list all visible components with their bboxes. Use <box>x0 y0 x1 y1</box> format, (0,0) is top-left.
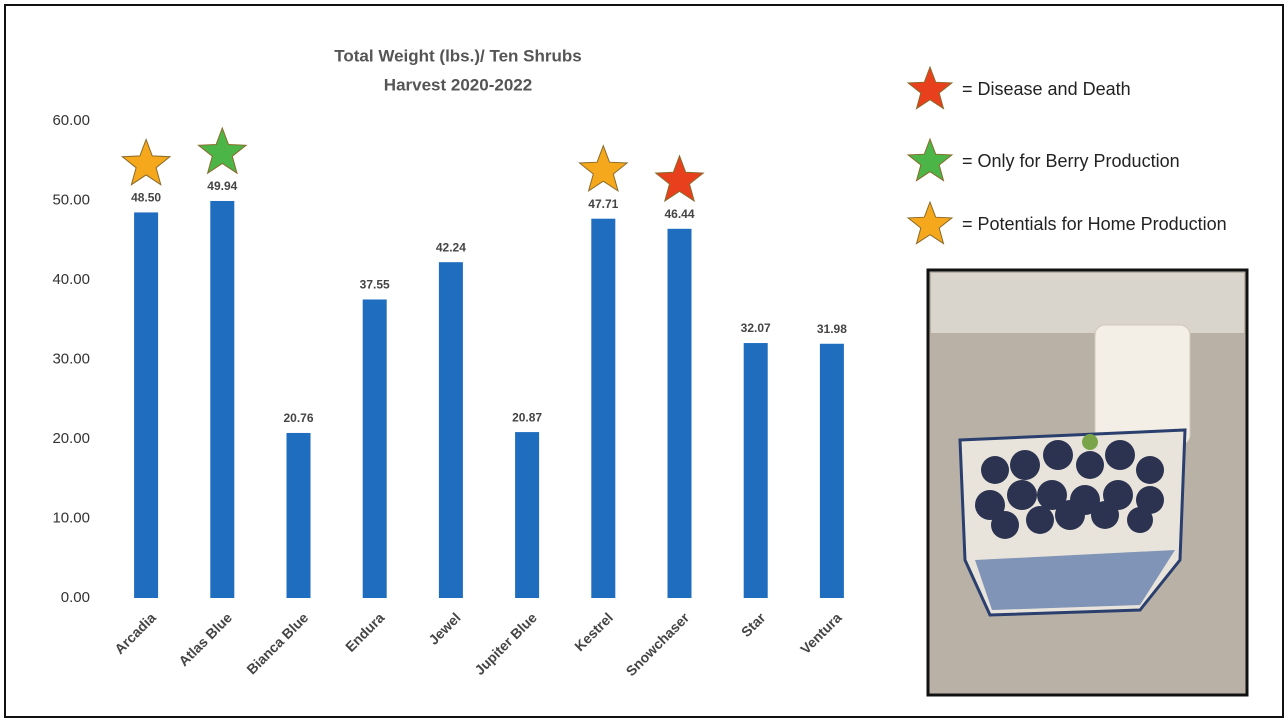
bar <box>210 200 235 599</box>
y-tick-label: 40.00 <box>52 271 90 288</box>
photo <box>926 268 1249 697</box>
legend-label: = Only for Berry Production <box>962 151 1180 171</box>
legend-label: = Disease and Death <box>962 79 1131 99</box>
bar <box>819 343 844 598</box>
chart-subtitle: Harvest 2020-2022 <box>384 75 532 94</box>
y-tick-label: 30.00 <box>52 350 90 367</box>
bar <box>362 299 387 598</box>
bar <box>134 212 159 599</box>
legend-star <box>906 137 954 182</box>
value-label: 32.07 <box>741 321 771 335</box>
y-tick-label: 0.00 <box>61 589 90 606</box>
bar <box>667 228 692 598</box>
chart-title: Total Weight (lbs.)/ Ten Shrubs <box>334 46 581 65</box>
value-label: 48.50 <box>131 191 161 205</box>
value-label: 46.44 <box>664 207 694 221</box>
bar <box>286 432 311 598</box>
y-tick-label: 10.00 <box>52 509 90 526</box>
star-marker <box>197 126 248 175</box>
legend-label: = Potentials for Home Production <box>962 214 1227 234</box>
value-label: 37.55 <box>360 278 390 292</box>
value-label: 20.87 <box>512 410 542 424</box>
value-label: 31.98 <box>817 322 847 336</box>
bar <box>743 343 768 598</box>
y-tick-label: 20.00 <box>52 430 90 447</box>
legend-star <box>906 65 954 110</box>
star-marker <box>654 154 705 203</box>
bar <box>591 218 616 598</box>
legend-star <box>906 200 954 245</box>
value-label: 49.94 <box>207 179 237 193</box>
star-marker <box>120 137 172 186</box>
star-marker <box>578 144 629 193</box>
value-label: 42.24 <box>436 240 466 254</box>
value-label: 47.71 <box>588 197 618 211</box>
y-tick-label: 60.00 <box>52 112 90 129</box>
value-label: 20.76 <box>283 411 313 425</box>
bar <box>438 262 463 598</box>
bar <box>515 432 540 598</box>
y-tick-label: 50.00 <box>52 191 90 208</box>
